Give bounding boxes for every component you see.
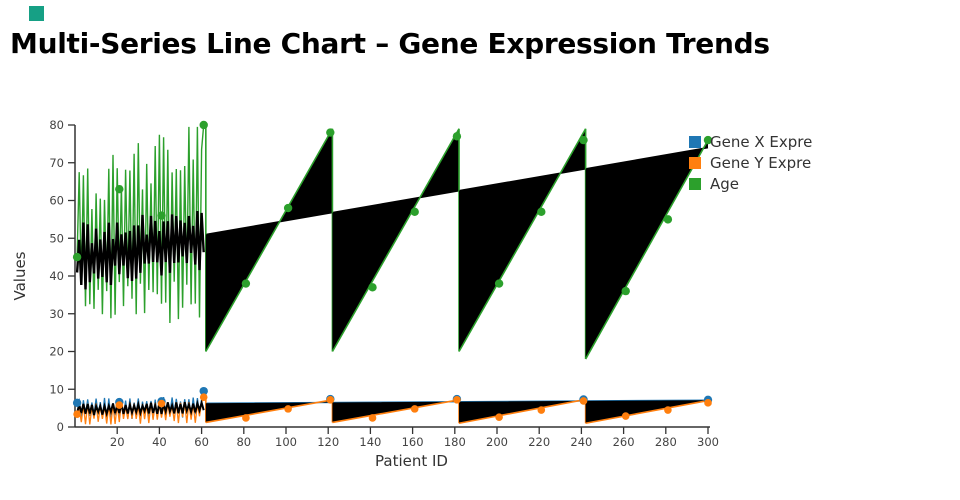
age-core-line [75,210,205,290]
legend-item-gene-y-expre-swatch [689,157,701,169]
x-tick-label: 140 [359,435,381,449]
age-ramp-line [584,139,709,360]
age-marker [537,207,546,217]
age-marker [72,252,82,262]
geney-ramp-line [585,399,709,425]
age-marker [452,132,462,141]
x-tick-label: 220 [528,435,550,449]
x-tick-label: 260 [613,435,635,449]
y-tick-label: 20 [49,345,64,359]
age-marker [410,207,419,217]
geney-marker [664,406,672,414]
geney-marker [199,393,208,401]
x-axis-title: Patient ID [375,452,448,470]
age-marker [368,283,377,292]
geney-marker [284,405,292,413]
x-tick-label: 60 [194,435,209,449]
age-marker [241,279,251,288]
geney-marker [495,413,503,421]
legend-item-gene-y-expre[interactable]: Gene Y Expre [689,154,811,172]
y-tick-label: 10 [49,382,64,396]
age-marker [703,135,713,145]
x-tick-label: 300 [697,435,719,449]
y-tick-label: 40 [49,269,64,283]
chart-title: Multi-Series Line Chart – Gene Expressio… [10,27,770,60]
age-marker [663,215,673,224]
x-tick-label: 100 [275,435,297,449]
age-marker [157,211,166,220]
geney-marker [157,399,166,408]
geney-marker [368,414,377,422]
x-tick-label: 180 [444,435,466,449]
x-tick-label: 20 [110,435,125,449]
age-marker [115,184,124,194]
geney-marker [453,396,461,404]
geney-noise-line [76,396,205,425]
legend-item-gene-x-expre-swatch [689,136,701,148]
age-noise-line [76,124,205,324]
x-tick-label: 120 [317,435,339,449]
geney-marker [326,396,335,404]
x-tick-label: 240 [570,435,592,449]
y-tick-label: 30 [49,307,64,321]
geney-marker [537,406,546,414]
age-marker [199,120,208,130]
legend-item-age[interactable]: Age [689,175,739,193]
geney-ramp-line [332,399,460,424]
x-tick-label: 200 [486,435,508,449]
genex-marker [72,398,82,408]
genex-marker [199,386,208,396]
x-tick-label: 40 [152,435,167,449]
age-marker [494,279,504,288]
geney-ramp-line [458,398,586,425]
y-tick-label: 70 [49,156,64,170]
age-marker [326,128,335,137]
y-tick-label: 80 [49,118,64,132]
legend-item-age-swatch [689,178,701,190]
geney-marker [621,412,630,420]
geney-marker [242,414,250,422]
y-tick-label: 60 [49,194,64,208]
legend-item-age-label: Age [710,175,739,193]
geney-marker [115,401,124,409]
age-marker [283,203,293,213]
y-tick-label: 50 [49,231,64,245]
age-ramp-line [458,128,587,352]
legend-item-gene-x-expre[interactable]: Gene X Expre [689,133,812,151]
legend-item-gene-y-expre-label: Gene Y Expre [710,154,811,172]
age-ramp-line [205,128,334,352]
y-axis-title: Values [11,251,29,300]
geney-marker [73,410,81,418]
age-ramp-line [331,128,460,352]
x-tick-label: 80 [236,435,251,449]
brand-accent-square [29,6,44,21]
geney-marker [410,405,419,413]
geney-marker [704,399,712,407]
geney-marker [579,397,588,405]
x-tick-label: 280 [655,435,677,449]
geney-ramp-line [205,399,333,424]
x-tick-label: 160 [402,435,424,449]
legend-item-gene-x-expre-label: Gene X Expre [710,133,812,151]
y-tick-label: 0 [57,420,64,434]
age-marker [579,135,588,145]
bottom-core-line [76,398,205,418]
age-marker [621,286,630,296]
